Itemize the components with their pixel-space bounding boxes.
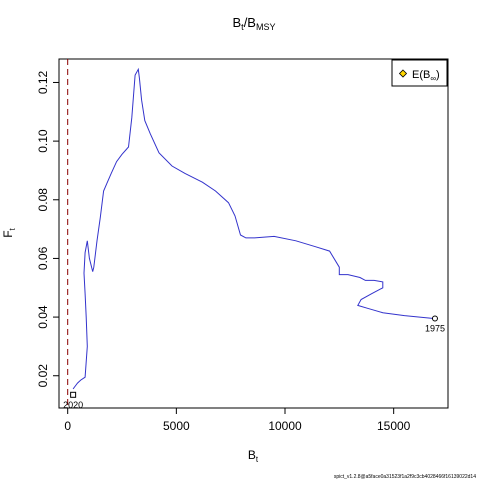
y-tick-label: 0.12: [36, 70, 50, 94]
x-axis-title: Bt: [248, 448, 259, 464]
x-tick-label: 0: [64, 419, 71, 433]
y-tick-label: 0.02: [36, 364, 50, 388]
end-point-marker: [70, 391, 77, 398]
legend: E(B∞): [391, 59, 448, 87]
plot-frame: [58, 58, 449, 409]
chart-title: Bt/BMSY: [233, 15, 276, 32]
x-axis: 0 5000 10000 15000: [64, 408, 411, 433]
y-tick-label: 0.06: [36, 246, 50, 270]
y-tick-label: 0.08: [36, 188, 50, 212]
y-axis: 0.02 0.04 0.06 0.08 0.10 0.12: [36, 70, 59, 387]
start-point-marker: [431, 315, 438, 322]
start-point-label: 1975: [425, 324, 445, 334]
y-tick-label: 0.04: [36, 305, 50, 329]
x-tick-label: 15000: [377, 419, 411, 433]
x-tick-label: 5000: [163, 419, 190, 433]
y-axis-title: Ft: [1, 227, 17, 237]
legend-label: E(B∞): [412, 69, 440, 83]
legend-diamond-icon: [398, 69, 408, 78]
x-tick-label: 10000: [268, 419, 302, 433]
footer-version: spict_v1.2.8@a5face0a31523f1a2f9c3cb4028…: [334, 474, 476, 480]
end-point-label: 2020: [63, 400, 83, 410]
y-tick-label: 0.10: [36, 129, 50, 153]
series-line: [72, 67, 436, 390]
